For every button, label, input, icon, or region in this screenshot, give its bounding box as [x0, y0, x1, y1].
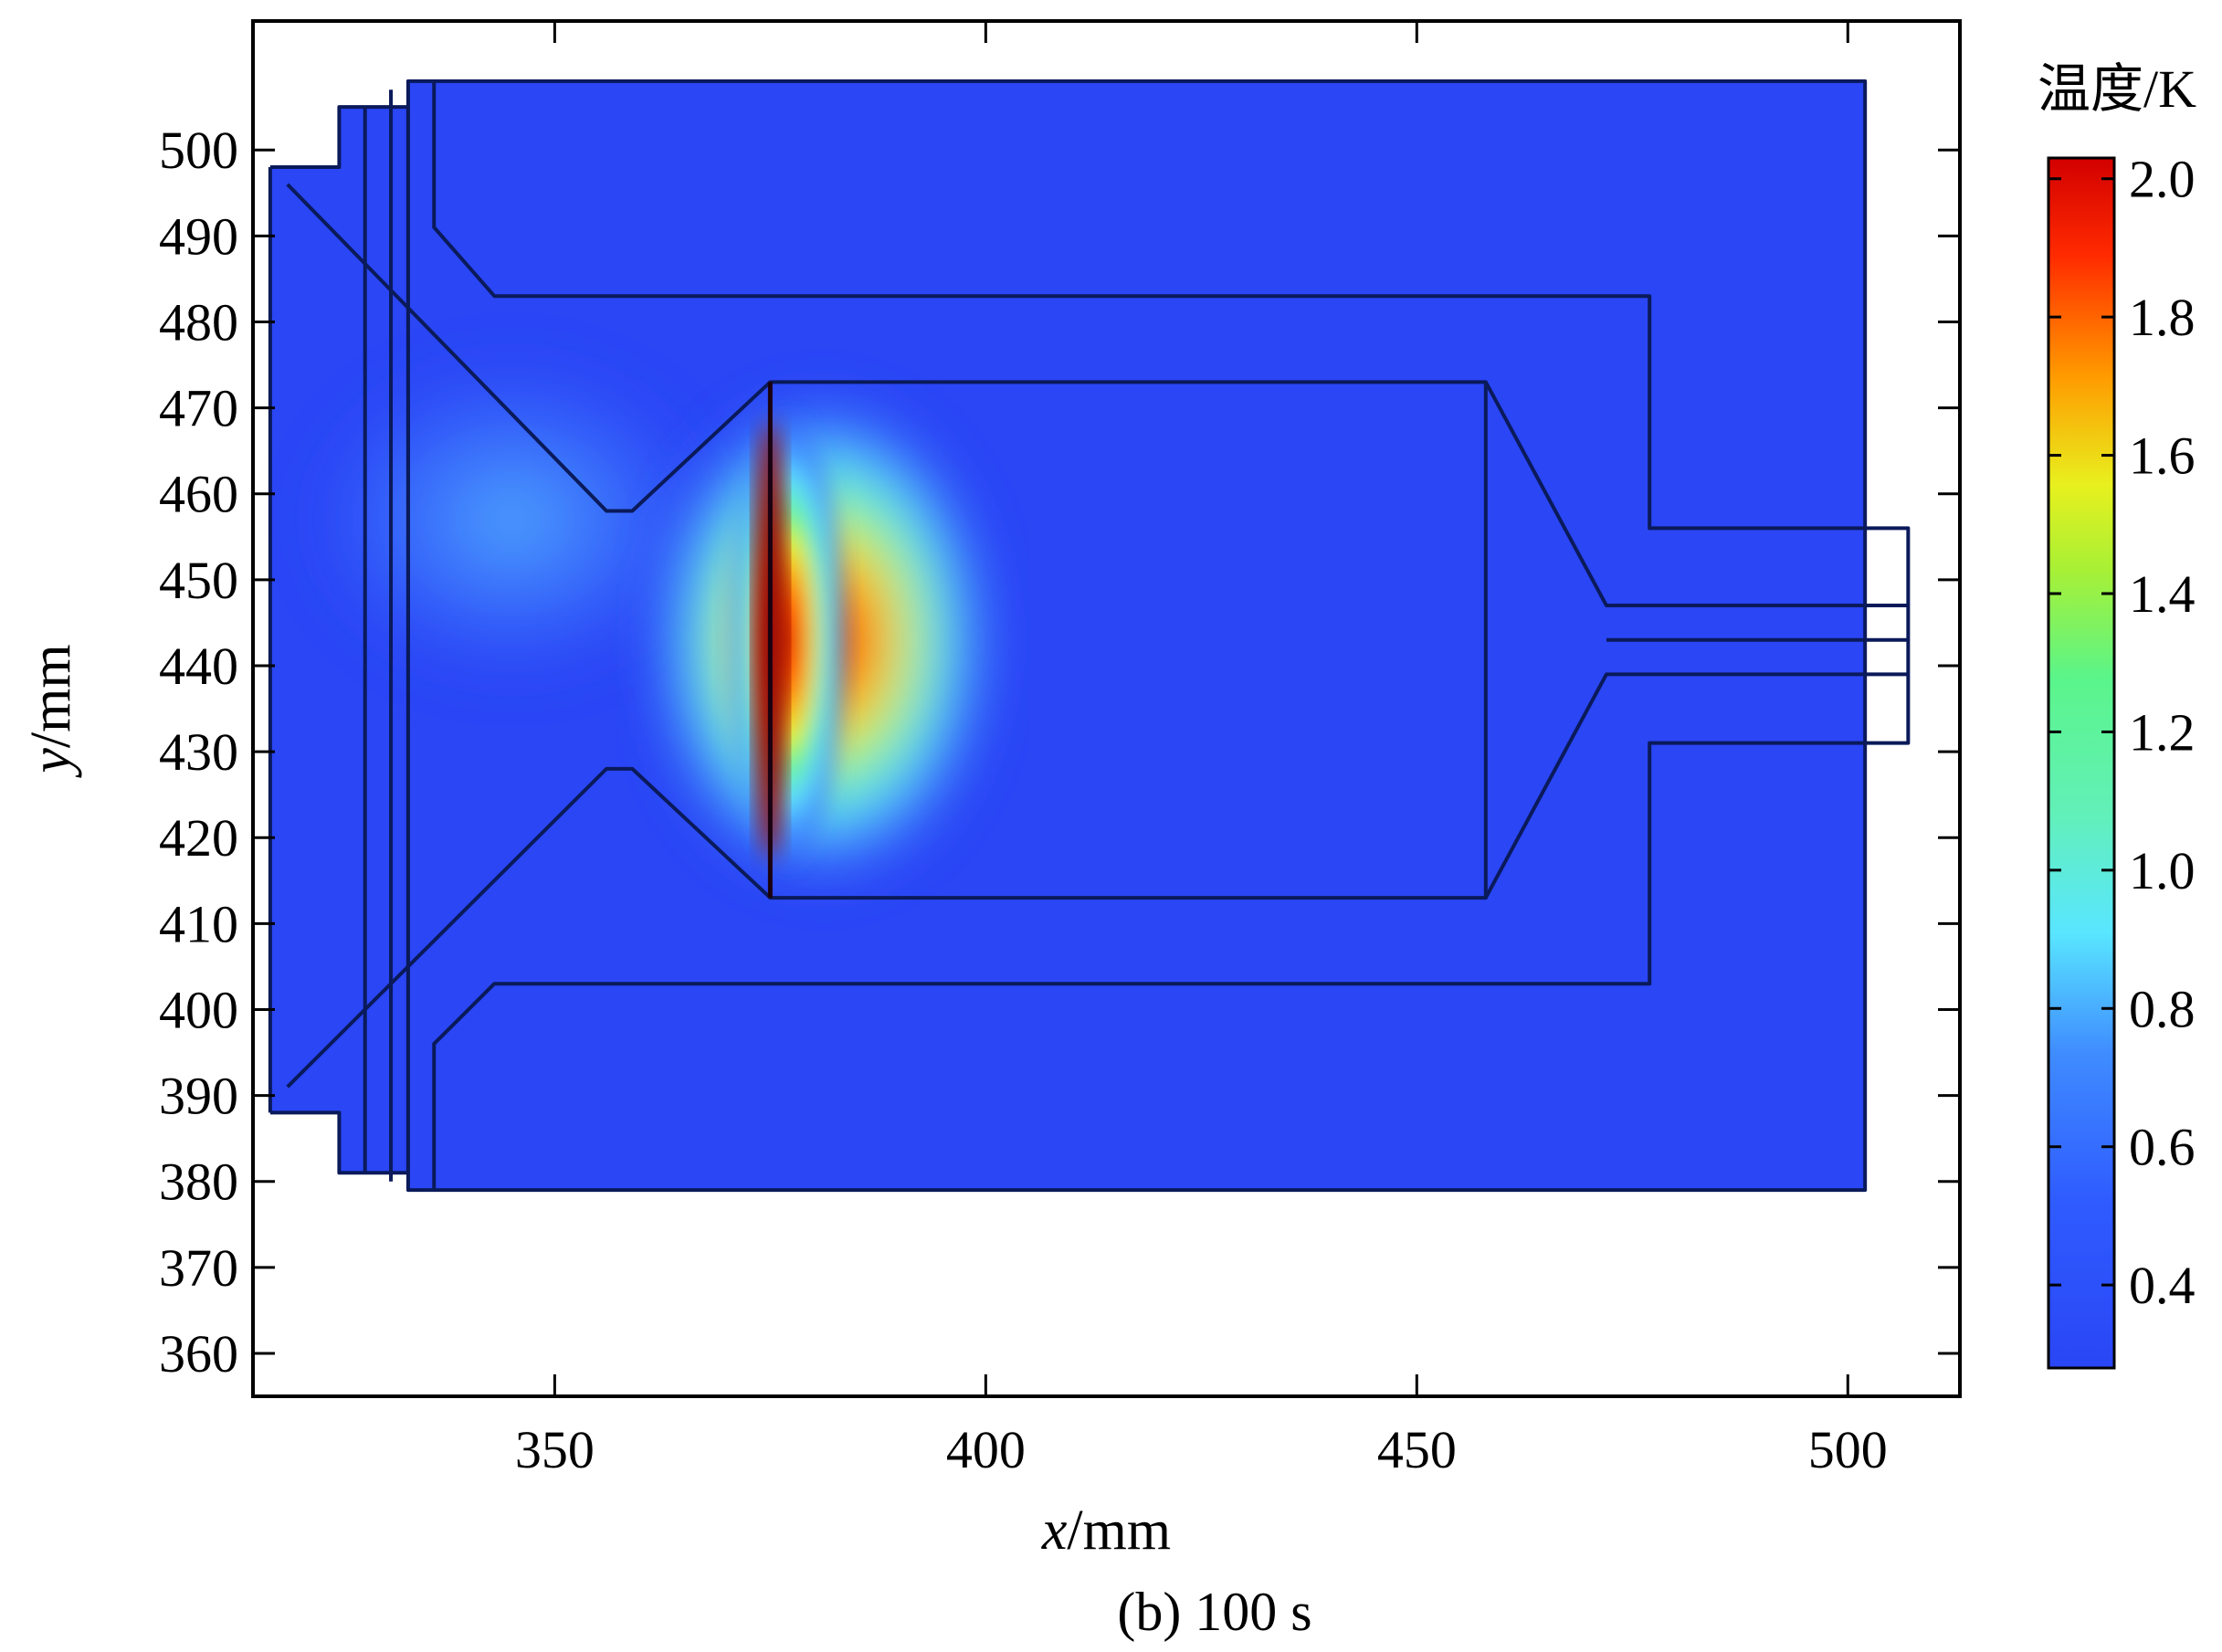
- y-axis: 360 370 380 390 400 410 420 430 440 450 460 470 480 4…: [159, 121, 1960, 1384]
- colorbar-gradient: [2047, 156, 2116, 1370]
- y-tick-label: 410: [159, 894, 238, 953]
- x-axis: 350 400 450 500: [515, 21, 1888, 1479]
- y-tick-label: 450: [159, 551, 238, 610]
- y-tick-label: 470: [159, 379, 238, 438]
- y-tick-label: 390: [159, 1067, 238, 1126]
- y-tick-label: 460: [159, 465, 238, 524]
- colorbar-tick-label: 2.0: [2129, 150, 2196, 209]
- diffuser-upper-outline: [1484, 381, 1909, 608]
- colorbar-tick-label: 0.6: [2129, 1118, 2196, 1177]
- nozzle-lower-outline: [286, 766, 772, 1089]
- x-axis-label: x/mm: [1041, 1499, 1171, 1562]
- colorbar-tick-label: 1.2: [2129, 702, 2196, 762]
- temperature-field: [269, 80, 1866, 1191]
- y-tick-label: 430: [159, 722, 238, 782]
- x-tick-label: 450: [1377, 1420, 1457, 1479]
- colorbar-title: 温度/K: [2038, 59, 2196, 119]
- colorbar-tick-label: 0.4: [2129, 1256, 2196, 1315]
- y-tick-label: 490: [159, 206, 238, 266]
- x-tick-label: 350: [515, 1420, 595, 1479]
- y-tick-label: 480: [159, 292, 238, 352]
- y-tick-label: 500: [159, 121, 238, 180]
- y-tick-label: 400: [159, 980, 238, 1039]
- colorbar-tick-label: 1.8: [2129, 288, 2196, 347]
- channel-outline: [432, 80, 1911, 1191]
- plume-region: [296, 347, 728, 692]
- colorbar-tick-label: 1.4: [2129, 564, 2196, 624]
- figure-caption: (b) 100 s: [1117, 1582, 1311, 1642]
- colorbar-tick-label: 1.0: [2129, 841, 2196, 900]
- colorbar-ticks: 2.0 1.8 1.6 1.4 1.2 1.0 0.8 0.6 0.4: [2048, 150, 2196, 1315]
- plot-frame: [251, 19, 1962, 1398]
- diffuser-lower-outline: [1484, 672, 1909, 900]
- colorbar-tick-label: 0.8: [2129, 979, 2196, 1038]
- colorbar: 温度/K 2.0 1.8 1.6 1.4 1.2 1.0 0.8 0.6 0.4: [2038, 59, 2196, 1370]
- y-tick-label: 440: [159, 637, 238, 696]
- x-tick-label: 400: [946, 1420, 1026, 1479]
- y-tick-label: 380: [159, 1152, 238, 1212]
- y-axis-label: y/mm: [20, 644, 82, 778]
- x-tick-label: 500: [1808, 1420, 1888, 1479]
- body-region: [407, 80, 1866, 1191]
- colorbar-tick-label: 1.6: [2129, 426, 2196, 486]
- flange-outline: [269, 105, 410, 1175]
- y-tick-label: 370: [159, 1238, 238, 1298]
- geometry-outline: [268, 79, 1911, 1193]
- y-tick-label: 420: [159, 808, 238, 868]
- flange-region: [269, 107, 408, 1173]
- y-tick-label: 360: [159, 1324, 238, 1384]
- nozzle-upper-outline: [286, 183, 772, 513]
